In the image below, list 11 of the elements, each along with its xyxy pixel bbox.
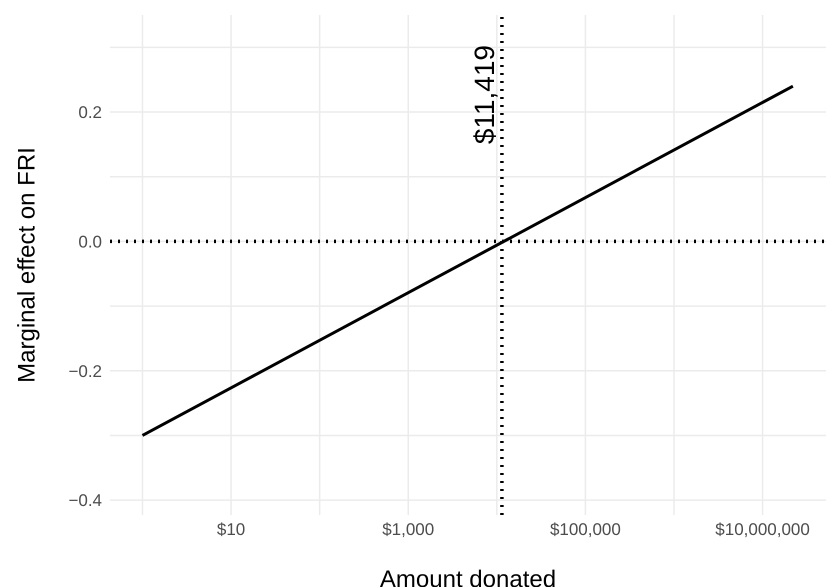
y-tick-label: 0.0 xyxy=(78,232,102,252)
y-tick-label: 0.2 xyxy=(78,103,102,122)
x-axis-title: Amount donated xyxy=(380,566,556,587)
y-axis-title: Marginal effect on FRI xyxy=(14,147,41,383)
x-tick-label: $10,000,000 xyxy=(715,520,810,540)
ref-line-label: $11,419 xyxy=(468,45,500,144)
y-tick-label: −0.2 xyxy=(68,362,102,381)
y-tick-label: −0.4 xyxy=(68,491,102,510)
x-tick-label: $10 xyxy=(216,520,246,540)
x-tick-label: $1,000 xyxy=(382,520,434,540)
x-tick-label: $100,000 xyxy=(550,520,621,540)
